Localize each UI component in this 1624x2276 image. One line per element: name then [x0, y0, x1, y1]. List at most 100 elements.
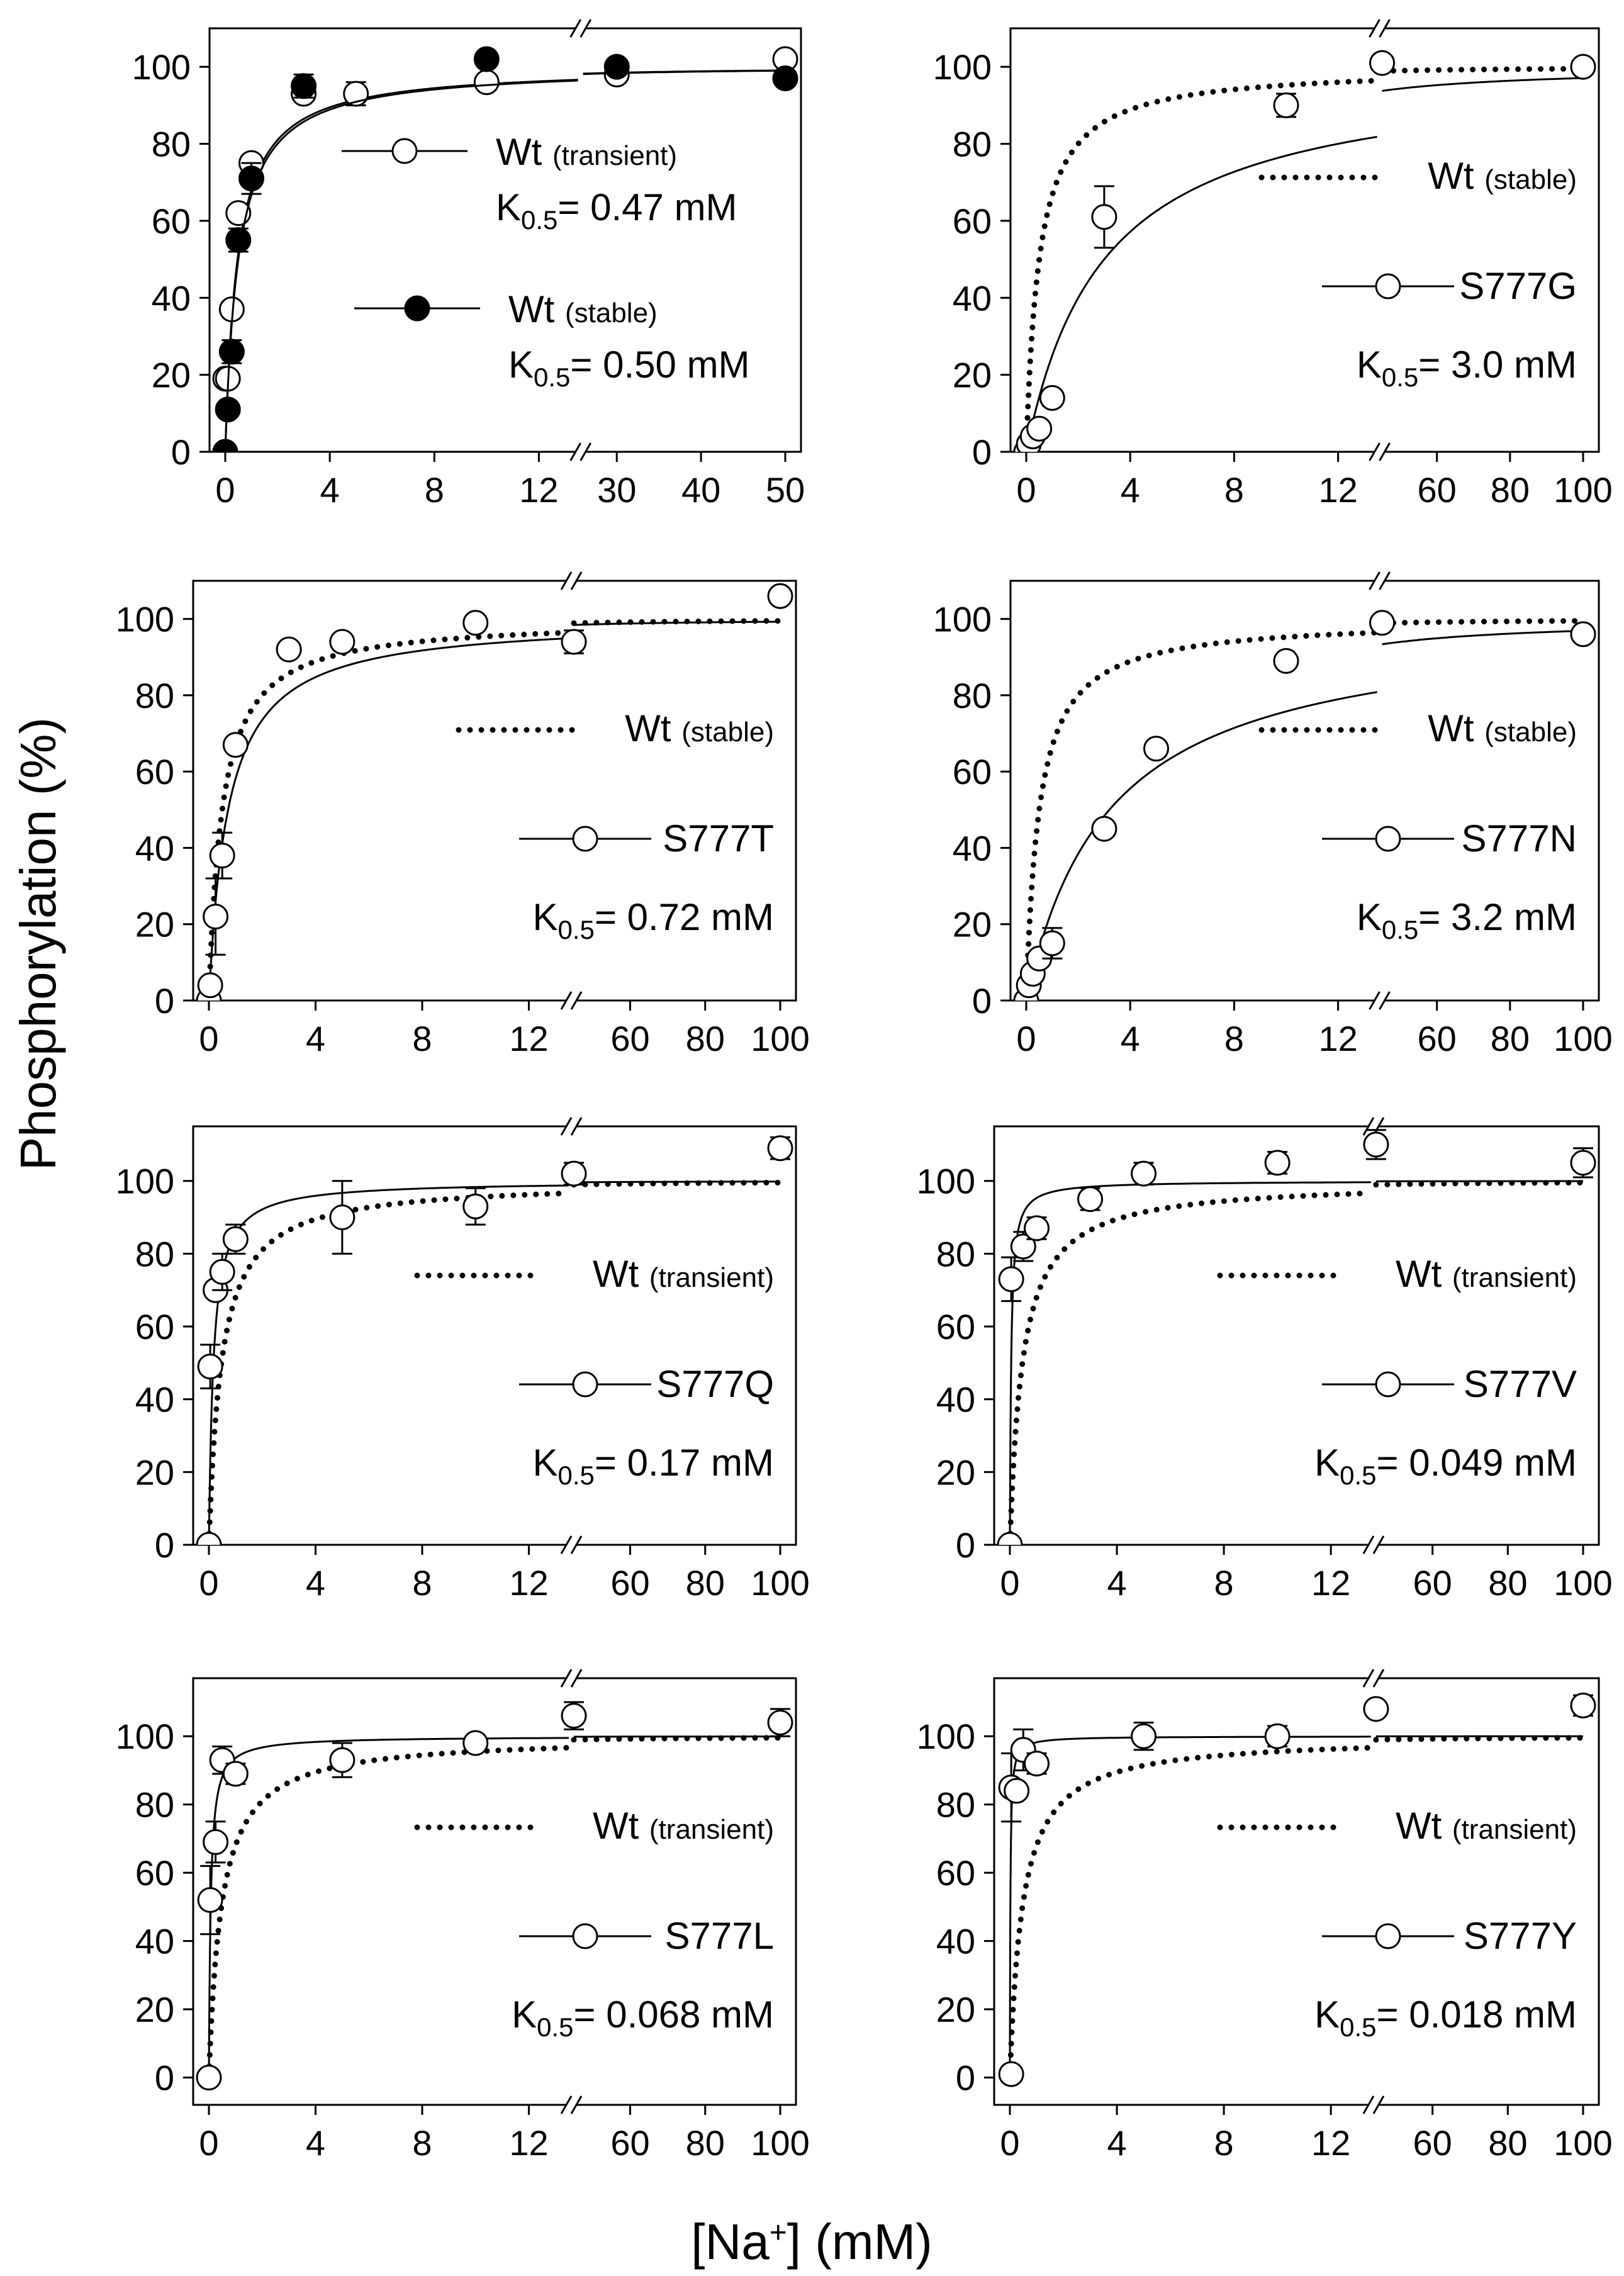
axis-break-gap: [566, 1669, 577, 1687]
x-tick-label: 0: [199, 1019, 218, 1058]
legend-name: Wt: [1396, 1805, 1452, 1847]
y-tick-label: 60: [936, 1307, 975, 1347]
x-tick-label: 8: [1214, 2123, 1234, 2163]
legend-marker: [391, 138, 418, 164]
x-tick-label: 0: [1000, 2123, 1019, 2163]
plot-frame: [192, 1125, 797, 1546]
x-tick-label: 12: [509, 2123, 548, 2163]
data-point: [1264, 1723, 1291, 1749]
y-tick-label: 40: [953, 278, 992, 318]
fit-curve-s777g: [1382, 77, 1584, 92]
x-tick-label: 100: [1554, 1019, 1612, 1058]
legend-name: Wt: [593, 1253, 649, 1295]
axis-break-mark: [1379, 571, 1391, 590]
data-point: [1077, 1186, 1104, 1213]
axis-break-mark: [569, 19, 582, 38]
y-tick-label: 100: [933, 600, 992, 639]
x-tick-label: 0: [199, 1563, 218, 1603]
axis-break-mark: [1369, 19, 1380, 38]
axis-break-mark: [1372, 1669, 1385, 1688]
data-point: [603, 53, 630, 80]
data-point: [1273, 647, 1299, 674]
x-tick-label: 100: [751, 2123, 809, 2163]
y-tick-label: 80: [152, 125, 191, 164]
data-point: [215, 396, 241, 423]
fit-curve-wt-transient-: [571, 1179, 783, 1188]
series-group: [212, 46, 798, 452]
legend-label: S777Q: [656, 1363, 774, 1405]
legend-name: Wt: [625, 707, 681, 749]
legend-label: Wt (stable): [625, 707, 774, 749]
y-tick-label: 20: [953, 356, 992, 395]
y-tick-label: 20: [135, 1990, 174, 2029]
legend-name: Wt: [508, 288, 565, 330]
fit-curve-wt-transient-: [1373, 1179, 1586, 1188]
x-tick-label: 60: [610, 2123, 649, 2163]
k-value: = 3.2 mM: [1418, 896, 1577, 938]
k-subscript: 0.5: [534, 362, 570, 392]
legend-label: Wt (transient): [593, 1805, 774, 1847]
x-tick-label: 80: [686, 1563, 725, 1603]
y-tick-label: 60: [152, 201, 191, 241]
y-tick-label: 0: [972, 981, 992, 1021]
x-tick-label: 0: [215, 470, 235, 510]
x-tick-label: 60: [610, 1019, 649, 1058]
data-point: [462, 1193, 489, 1219]
legend-qualifier: (transient): [1452, 1814, 1577, 1845]
y-tick-label: 80: [936, 1234, 975, 1274]
axis-break-gap: [1368, 2096, 1379, 2114]
x-tick-label: 8: [412, 2123, 432, 2163]
fit-curve-s777q: [208, 1184, 569, 1545]
k-label: K: [1314, 1993, 1340, 2036]
fit-curve-wt-stable-: [1023, 629, 1380, 1001]
legend-qualifier: (stable): [681, 717, 774, 748]
x-tick-label: 8: [1224, 470, 1244, 510]
x-tick-label: 60: [1413, 2123, 1452, 2163]
legend-qualifier: (stable): [565, 298, 658, 328]
k-label: K: [496, 186, 521, 228]
k-value: = 3.0 mM: [1418, 344, 1577, 386]
legend-marker: [572, 826, 598, 852]
x-tick-label: 0: [1016, 1019, 1036, 1058]
k-value: = 0.50 mM: [570, 344, 749, 386]
x-tick-label: 100: [751, 1019, 809, 1058]
fit-curve-wt-transient-: [571, 1735, 783, 1743]
y-tick-label: 60: [135, 1853, 174, 1893]
axis-break-mark: [1372, 2095, 1385, 2114]
axis-break-mark: [1379, 19, 1391, 38]
legend-qualifier: (transient): [552, 140, 677, 171]
axis-break-mark: [570, 991, 583, 1010]
data-point: [276, 636, 302, 663]
panel-s777t: 0 20 40 60 80 100 0 4 8 12 60 80 100 Wt (stable) S777T…: [116, 571, 810, 1058]
x-tick-label: 80: [686, 2123, 725, 2163]
data-point: [238, 165, 265, 192]
fit-curve-wt-transient-: [1373, 1735, 1586, 1743]
legend-label: S777N: [1462, 817, 1577, 860]
series-group: [196, 1135, 793, 1545]
data-point: [1570, 1150, 1596, 1176]
k-label: K: [1314, 1442, 1340, 1484]
y-tick-label: 80: [135, 1785, 174, 1825]
data-point: [1273, 92, 1299, 118]
axis-break-gap: [1374, 992, 1385, 1009]
fit-curve-s777g: [1025, 135, 1377, 452]
y-tick-label: 20: [936, 1990, 975, 2029]
x-axis-title-sup: +: [770, 2216, 787, 2250]
legend-name: Wt: [1428, 155, 1484, 197]
k-subscript: 0.5: [1340, 1460, 1376, 1490]
y-tick-label: 0: [956, 1525, 975, 1565]
data-point: [329, 1204, 356, 1231]
k-subscript: 0.5: [1340, 2012, 1376, 2042]
axis-break-gap: [575, 443, 586, 461]
legend-k05: K0.5= 0.068 mM: [512, 1993, 774, 2042]
data-point: [196, 2065, 222, 2091]
y-tick-label: 40: [135, 1922, 174, 1961]
data-point: [772, 65, 798, 92]
fit-curve-s777n: [1382, 629, 1584, 646]
data-point: [329, 629, 356, 655]
y-tick-label: 20: [135, 1452, 174, 1492]
legend-k05: K0.5= 3.2 mM: [1357, 896, 1577, 945]
series-group: [997, 1129, 1596, 1545]
axis-break-mark: [570, 1669, 583, 1688]
data-point: [197, 1887, 223, 1914]
